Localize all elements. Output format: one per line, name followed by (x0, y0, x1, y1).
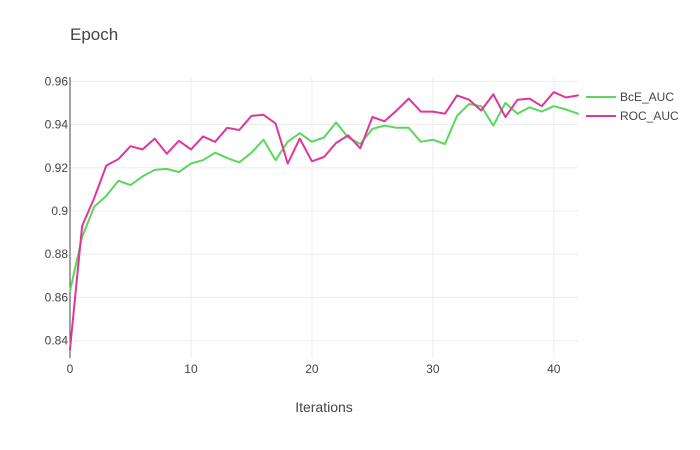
x-tick-label: 40 (547, 362, 561, 376)
chart-title: Epoch (70, 25, 118, 44)
y-tick-label: 0.9 (51, 204, 68, 218)
series-lines (69, 91, 579, 351)
series-line-roc-auc[interactable] (69, 91, 579, 351)
y-tick-label: 0.92 (45, 161, 69, 175)
y-tick-label: 0.84 (45, 334, 69, 348)
grid (70, 77, 578, 358)
x-tick-label: 0 (67, 362, 74, 376)
legend-item-roc-auc[interactable]: ROC_AUC (586, 109, 679, 123)
series-line-bce-auc[interactable] (69, 101, 579, 292)
x-tick-label: 10 (184, 362, 198, 376)
y-tick-label: 0.88 (45, 247, 69, 261)
legend-label: BcE_AUC (620, 90, 674, 104)
axes: 0 10 20 30 40 0.84 0.86 0.88 0.9 0.92 0.94 0.96 (45, 74, 561, 376)
legend[interactable]: BcE_AUC ROC_AUC (586, 90, 679, 123)
legend-item-bce-auc[interactable]: BcE_AUC (586, 90, 674, 104)
y-tick-label: 0.96 (45, 74, 69, 88)
y-tick-label: 0.94 (45, 118, 69, 132)
y-tick-label: 0.86 (45, 290, 69, 304)
legend-label: ROC_AUC (620, 109, 679, 123)
x-axis-title: Iterations (295, 399, 353, 415)
x-tick-label: 30 (426, 362, 440, 376)
x-tick-label: 20 (305, 362, 319, 376)
